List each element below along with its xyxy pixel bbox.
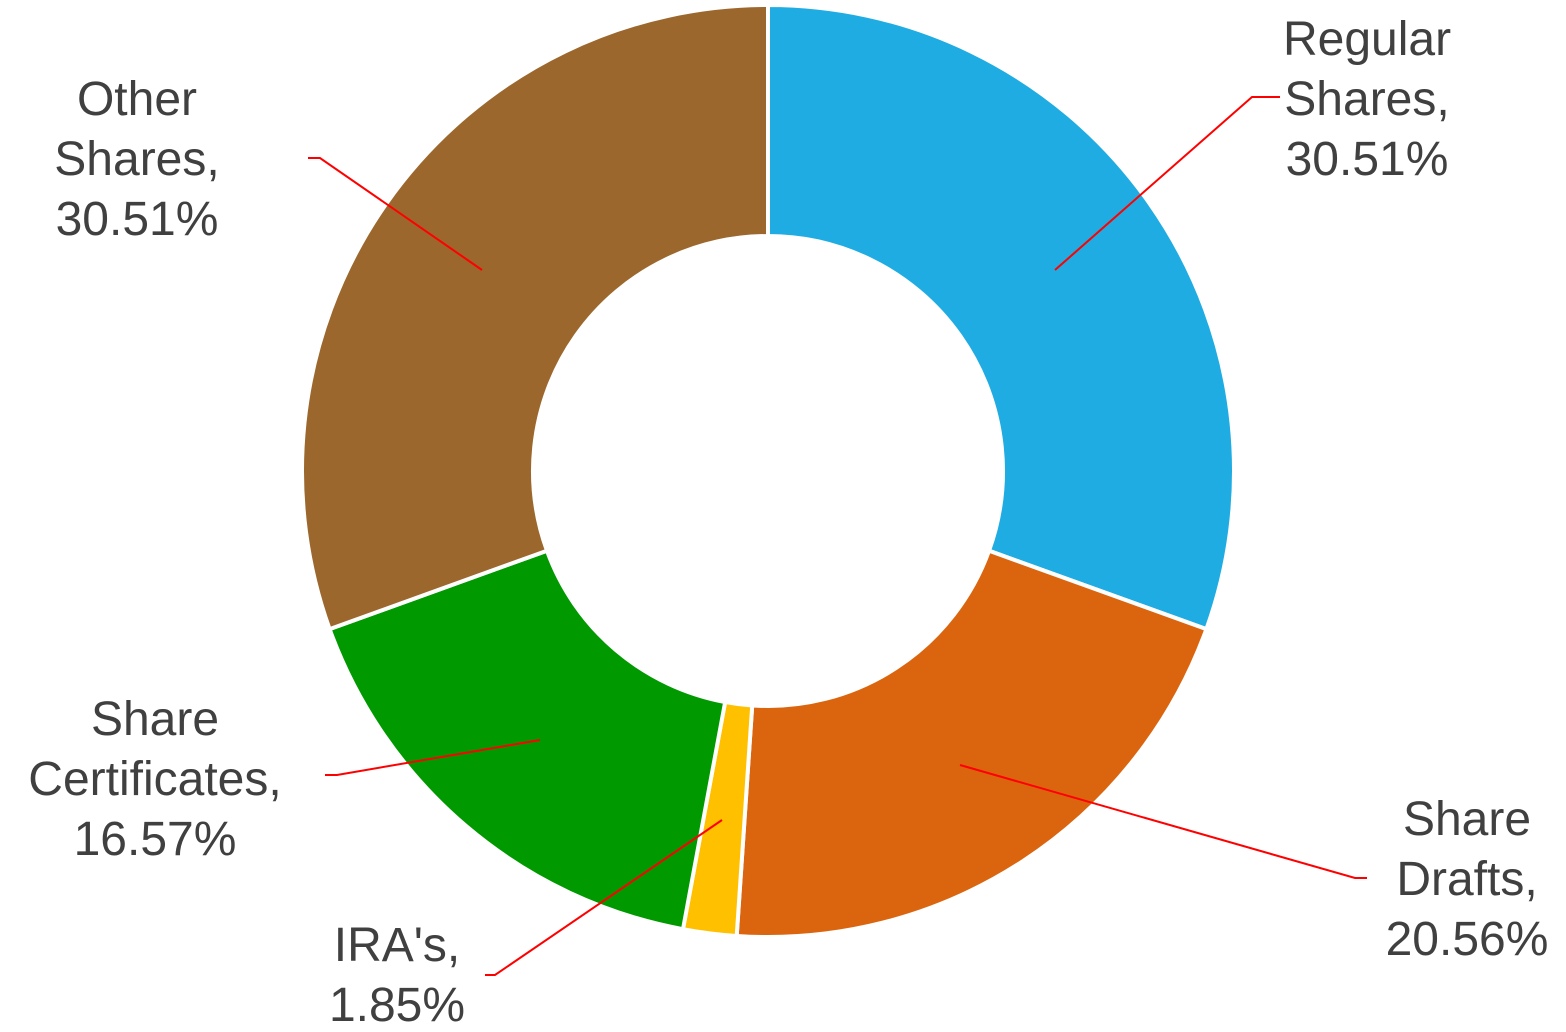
slice <box>766 2 1236 632</box>
value-label: 30.51% <box>1285 133 1449 186</box>
category-label: Other Shares, <box>54 73 220 186</box>
slice <box>327 548 728 932</box>
value-label: 20.56% <box>1385 913 1549 966</box>
value-label: 16.57% <box>73 813 237 866</box>
slices <box>300 2 1236 939</box>
data-label: Regular Shares, 30.51% <box>1247 10 1487 190</box>
leader-line <box>308 157 483 271</box>
category-label: Regular Shares, <box>1282 13 1452 126</box>
value-label: 1.85% <box>328 979 466 1032</box>
leader-line <box>1054 96 1280 271</box>
leader-line <box>325 739 541 776</box>
value-label: 30.51% <box>55 193 219 246</box>
leader-line <box>485 819 723 976</box>
slice <box>300 2 770 632</box>
leader-lines <box>308 96 1367 976</box>
data-label: Share Drafts, 20.56% <box>1372 790 1562 970</box>
data-label: Share Certificates, 16.57% <box>5 690 305 870</box>
data-label: Other Shares, 30.51% <box>17 70 257 250</box>
category-label: Share Certificates, <box>28 693 282 806</box>
data-label: IRA's, 1.85% <box>307 916 487 1032</box>
leader-line <box>959 764 1367 879</box>
category-label: IRA's, <box>333 919 461 972</box>
category-label: Share Drafts, <box>1396 793 1538 906</box>
slice <box>734 548 1209 939</box>
